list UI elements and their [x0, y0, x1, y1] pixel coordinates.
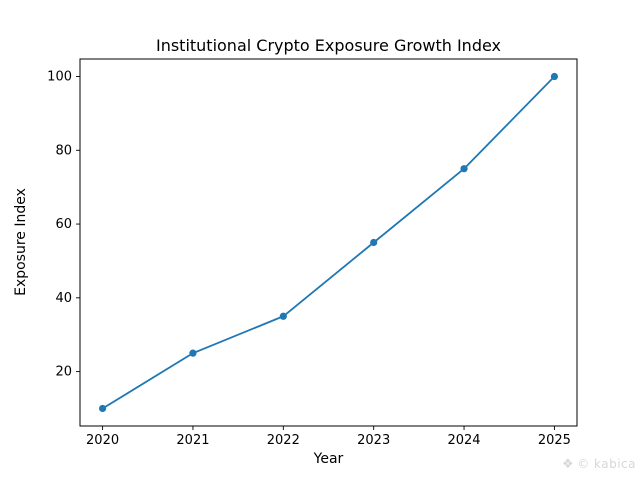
- watermark-text: © kabica: [577, 457, 636, 471]
- plot-border: [79, 58, 578, 427]
- x-tick-label: 2023: [357, 433, 390, 448]
- data-point-marker: [550, 72, 559, 81]
- x-tick-label: 2021: [176, 433, 209, 448]
- chart-title: Institutional Crypto Exposure Growth Ind…: [155, 36, 502, 55]
- data-point-marker: [460, 165, 468, 173]
- y-tick-label: 100: [47, 70, 72, 85]
- x-tick-label: 2024: [447, 433, 480, 448]
- brand-logo-icon: ❖: [562, 457, 575, 472]
- data-point-marker: [98, 404, 107, 413]
- y-tick-label: 20: [55, 365, 72, 380]
- data-point-marker: [279, 312, 287, 320]
- x-axis-label: Year: [313, 451, 344, 467]
- data-point-marker: [370, 238, 378, 247]
- x-tick-label: 2025: [538, 433, 571, 448]
- data-point-marker: [189, 349, 197, 357]
- y-tick-label: 80: [55, 143, 72, 158]
- y-tick-label: 60: [55, 217, 72, 232]
- watermark: ❖ © kabica: [562, 457, 636, 472]
- x-tick-label: 2022: [267, 433, 300, 448]
- y-tick-label: 40: [55, 291, 72, 306]
- x-tick-label: 2020: [86, 433, 119, 448]
- y-axis-label: Exposure Index: [13, 188, 29, 296]
- line-series: [101, 75, 556, 410]
